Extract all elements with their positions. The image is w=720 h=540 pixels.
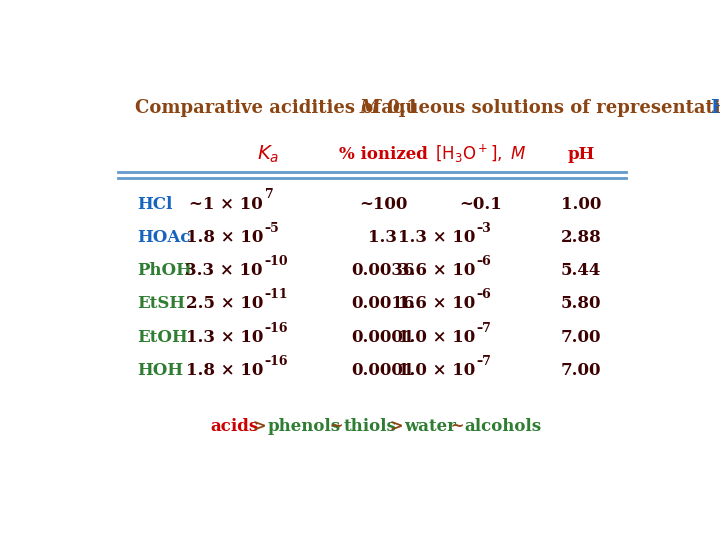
Text: 2.88: 2.88	[561, 229, 601, 246]
Text: –11: –11	[265, 288, 288, 301]
Text: 3.3 × 10: 3.3 × 10	[186, 262, 263, 279]
Text: 1.3 × 10: 1.3 × 10	[186, 329, 263, 346]
Text: alcohols: alcohols	[464, 418, 541, 435]
Text: 1.0 × 10: 1.0 × 10	[397, 329, 475, 346]
Text: ~1 × 10: ~1 × 10	[189, 195, 263, 213]
Text: $\mathit{K_a}$: $\mathit{K_a}$	[258, 144, 279, 165]
Text: aqueous solutions of representative acids: aqueous solutions of representative acid…	[375, 99, 720, 118]
Text: H: H	[710, 99, 720, 118]
Text: ~: ~	[444, 418, 470, 435]
Text: HOH: HOH	[138, 362, 184, 379]
Text: –7: –7	[477, 355, 492, 368]
Text: EtOH: EtOH	[138, 329, 188, 346]
Text: water: water	[404, 418, 456, 435]
Text: –16: –16	[265, 355, 288, 368]
Text: 1.8 × 10: 1.8 × 10	[186, 362, 263, 379]
Text: 7.00: 7.00	[561, 329, 601, 346]
Text: M: M	[359, 99, 379, 118]
Text: 1.00: 1.00	[561, 195, 601, 213]
Text: –7: –7	[477, 321, 492, 334]
Text: 5.44: 5.44	[561, 262, 601, 279]
Text: –5: –5	[265, 222, 279, 235]
Text: 7: 7	[265, 188, 274, 201]
Text: ~: ~	[324, 418, 349, 435]
Text: –10: –10	[265, 255, 288, 268]
Text: >: >	[384, 418, 410, 435]
Text: 7.00: 7.00	[561, 362, 601, 379]
Text: $[\mathrm{H_3O^+}],\ \mathit{M}$: $[\mathrm{H_3O^+}],\ \mathit{M}$	[435, 143, 526, 165]
Text: pH: pH	[567, 146, 595, 163]
Text: acids: acids	[210, 418, 258, 435]
Text: Comparative acidities of 0.1: Comparative acidities of 0.1	[135, 99, 425, 118]
Text: 1.0 × 10: 1.0 × 10	[397, 362, 475, 379]
Text: 0.0016: 0.0016	[351, 295, 415, 312]
Text: phenols: phenols	[267, 418, 341, 435]
Text: thiols: thiols	[343, 418, 396, 435]
Text: 0.0036: 0.0036	[351, 262, 415, 279]
Text: 1.3 × 10: 1.3 × 10	[397, 229, 475, 246]
Text: ~100: ~100	[359, 195, 407, 213]
Text: 3.6 × 10: 3.6 × 10	[397, 262, 475, 279]
Text: HOAc: HOAc	[138, 229, 191, 246]
Text: 5.80: 5.80	[561, 295, 601, 312]
Text: 2.5 × 10: 2.5 × 10	[186, 295, 263, 312]
Text: –16: –16	[265, 321, 288, 334]
Text: 1.3: 1.3	[369, 229, 397, 246]
Text: 0.0001: 0.0001	[351, 362, 415, 379]
Text: –3: –3	[477, 222, 492, 235]
Text: % ionized: % ionized	[338, 146, 428, 163]
Text: 1.8 × 10: 1.8 × 10	[186, 229, 263, 246]
Text: 0.0001: 0.0001	[351, 329, 415, 346]
Text: >: >	[248, 418, 273, 435]
Text: HCl: HCl	[138, 195, 173, 213]
Text: ~0.1: ~0.1	[459, 195, 502, 213]
Text: PhOH: PhOH	[138, 262, 192, 279]
Text: –6: –6	[477, 288, 492, 301]
Text: 1.6 × 10: 1.6 × 10	[397, 295, 475, 312]
Text: EtSH: EtSH	[138, 295, 186, 312]
Text: –6: –6	[477, 255, 492, 268]
